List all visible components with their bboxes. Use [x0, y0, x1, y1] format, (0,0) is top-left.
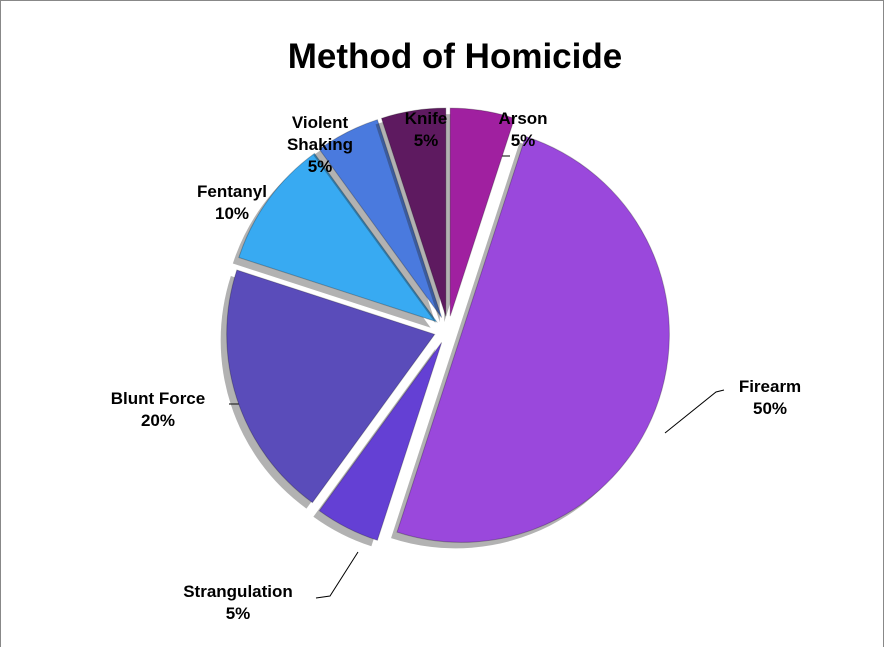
label-value: 5% — [307, 157, 333, 176]
leader-line — [315, 551, 359, 599]
label-name: Arson — [498, 109, 548, 128]
data-label: Fentanyl 10% — [197, 181, 267, 225]
slice — [396, 135, 670, 543]
label-value: 50% — [752, 399, 788, 418]
label-name: Violent Shaking — [286, 113, 354, 154]
slice — [226, 269, 436, 504]
slice — [318, 119, 443, 318]
label-value: 5% — [413, 131, 439, 150]
slice — [238, 152, 438, 323]
leader-line — [664, 389, 725, 434]
data-label: Violent Shaking 5% — [280, 112, 360, 178]
label-value: 20% — [140, 411, 176, 430]
label-name: Knife — [404, 109, 448, 128]
data-label: Knife 5% — [405, 108, 448, 152]
chart-title: Method of Homicide — [287, 37, 623, 76]
label-value: 5% — [225, 604, 251, 623]
data-label: Firearm 50% — [739, 376, 801, 420]
label-value: 10% — [214, 204, 250, 223]
label-value: 5% — [510, 131, 536, 150]
slice — [380, 107, 447, 317]
data-label: Strangulation 5% — [183, 581, 293, 625]
slice — [318, 342, 443, 541]
label-name: Blunt Force — [110, 389, 206, 408]
label-name: Firearm — [738, 377, 802, 396]
data-label: Arson 5% — [498, 108, 547, 152]
label-name: Strangulation — [183, 582, 293, 601]
slice — [449, 107, 516, 317]
data-label: Blunt Force 20% — [111, 388, 205, 432]
label-name: Fentanyl — [197, 182, 267, 201]
